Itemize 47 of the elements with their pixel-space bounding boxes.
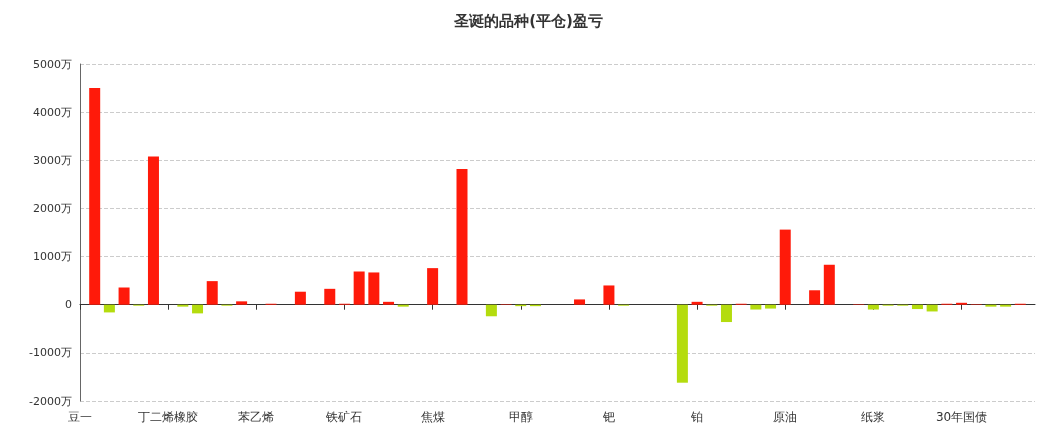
x-tick-label: 焦煤: [420, 410, 445, 424]
y-tick-label: 1000万: [33, 250, 72, 264]
x-tick-label: 丁二烯橡胶: [138, 410, 199, 424]
y-tick-label: -2000万: [29, 394, 72, 408]
bar: [368, 272, 380, 305]
bar: [676, 304, 688, 383]
bar: [236, 301, 248, 305]
bar: [147, 156, 159, 305]
bar: [353, 271, 365, 305]
chart-title: 圣诞的品种(平仓)盈亏: [453, 11, 603, 30]
bar: [574, 299, 586, 305]
y-tick-label: 4000万: [33, 105, 72, 119]
bar: [89, 88, 101, 305]
y-tick-label: 5000万: [33, 57, 72, 71]
bar: [691, 301, 703, 305]
bar: [911, 304, 923, 310]
bar: [750, 304, 762, 310]
bar: [324, 288, 336, 305]
y-tick-label: -1000万: [29, 346, 72, 360]
bar: [779, 229, 791, 305]
x-tick-label: 纸浆: [861, 410, 886, 424]
bar: [765, 304, 777, 309]
x-tick-label: 铂: [690, 410, 704, 424]
bar: [823, 264, 835, 305]
bar: [603, 285, 615, 305]
bar: [427, 268, 439, 305]
x-tick-label: 甲醇: [508, 410, 533, 424]
bar: [867, 304, 879, 310]
y-tick-label: 3000万: [33, 153, 72, 167]
x-tick-label: 原油: [773, 410, 798, 424]
bar: [485, 304, 497, 317]
x-tick-label: 钯: [601, 410, 615, 424]
x-tick-label: 铁矿石: [325, 410, 363, 424]
y-tick-label: 0: [65, 298, 72, 312]
bar: [294, 291, 306, 305]
x-tick-label: 30年国债: [935, 410, 988, 424]
bar: [809, 290, 821, 305]
x-tick-label: 豆一: [68, 410, 92, 424]
bar: [206, 281, 218, 305]
y-tick-label: 2000万: [33, 201, 72, 215]
bar: [118, 287, 130, 305]
bar: [456, 168, 468, 305]
bar: [720, 304, 732, 323]
x-tick-label: 苯乙烯: [238, 410, 275, 424]
bar: [192, 304, 204, 314]
bar: [103, 304, 115, 313]
bar: [383, 301, 395, 305]
